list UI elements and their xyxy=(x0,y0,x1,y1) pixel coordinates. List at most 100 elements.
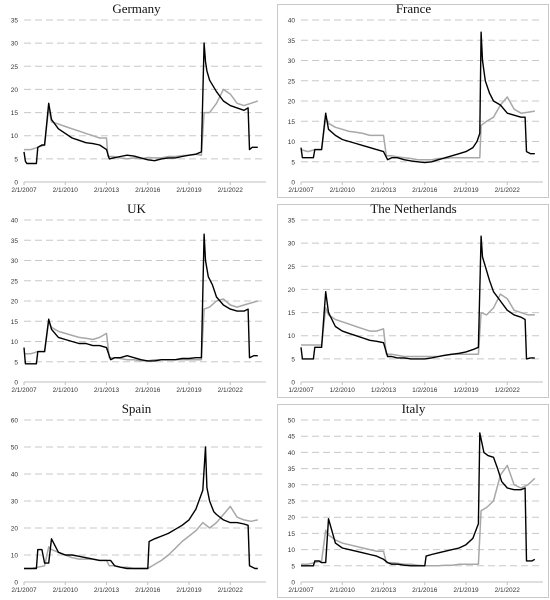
x-tick-label: 1/2/2010 xyxy=(330,387,356,394)
y-tick-label: 15 xyxy=(11,319,19,326)
series-line-grey xyxy=(300,96,535,161)
y-tick-label: 5 xyxy=(14,156,18,163)
chart-panel: UK 0 5 10 15 20 25 30 35 40 2/1/2007 2/1/2010 2/1/20… xyxy=(0,200,273,400)
x-tick-label: 2/1/2007 xyxy=(11,587,37,594)
series-line-grey xyxy=(24,505,258,570)
chart-title: Italy xyxy=(401,401,426,416)
x-tick-label: 2/1/2007 xyxy=(288,587,314,594)
x-tick-label: 2/1/2013 xyxy=(371,187,397,194)
y-tick-label: 5 xyxy=(14,359,18,366)
y-tick-label: 25 xyxy=(11,278,19,285)
x-tick-label: 2/1/2019 xyxy=(453,187,479,194)
y-tick-label: 5 xyxy=(291,159,295,166)
x-tick-label: 2/1/2019 xyxy=(453,587,479,594)
y-tick-label: 35 xyxy=(11,238,19,245)
y-tick-label: 5 xyxy=(291,563,295,570)
y-tick-label: 15 xyxy=(288,119,296,126)
chart-title: The Netherlands xyxy=(370,201,457,216)
chart-panel: Germany 0 5 10 15 20 25 30 35 2/1/2007 2/1/2010 2/1… xyxy=(0,0,273,200)
chart-svg: 0 5 10 15 20 25 30 35 40 45 50 2/1/2007 2/1/2010 2/1/… xyxy=(288,418,543,594)
x-tick-label: 2/1/2007 xyxy=(11,387,37,394)
chart-frame xyxy=(277,4,549,198)
x-tick-label: 2/1/2010 xyxy=(53,187,79,194)
chart-svg: 0 10 20 30 40 50 60 2/1/2007 2/1/2010 2/1/2013 2/1… xyxy=(11,418,266,594)
y-tick-label: 20 xyxy=(11,526,19,533)
x-tick-label: 2/1/2022 xyxy=(495,587,521,594)
series-line-black xyxy=(301,432,536,567)
chart-title: France xyxy=(395,1,432,16)
y-tick-label: 50 xyxy=(11,445,19,452)
x-tick-label: 2/1/2013 xyxy=(94,187,120,194)
x-tick-label: 2/1/2007 xyxy=(288,187,314,194)
chart-frame xyxy=(277,204,549,398)
y-tick-label: 10 xyxy=(288,547,296,554)
y-tick-label: 25 xyxy=(288,264,296,271)
y-tick-label: 30 xyxy=(288,241,296,248)
chart-title: Spain xyxy=(121,401,152,416)
y-tick-label: 35 xyxy=(11,18,19,25)
x-tick-label: 2/1/2013 xyxy=(94,387,120,394)
series-line-grey xyxy=(301,464,536,567)
chart-title: UK xyxy=(127,201,146,216)
x-tick-label: 2/1/2022 xyxy=(495,187,521,194)
y-tick-label: 30 xyxy=(288,58,296,65)
series-line-black xyxy=(300,235,535,360)
y-tick-label: 15 xyxy=(11,110,19,117)
chart-svg: 0 5 10 15 20 25 30 35 2/1/2007 2/1/2010 2/1/2013 2/… xyxy=(11,18,266,194)
chart-svg: 0 5 10 15 20 25 30 35 1/2/2007 1/2/2010 1/2/2013 1/… xyxy=(288,218,543,394)
x-tick-label: 2/1/2010 xyxy=(330,187,356,194)
y-tick-label: 40 xyxy=(288,18,296,25)
x-tick-label: 2/1/2016 xyxy=(412,587,438,594)
y-tick-label: 30 xyxy=(11,499,19,506)
y-tick-label: 30 xyxy=(288,482,296,489)
y-tick-label: 35 xyxy=(288,38,296,45)
chart-panel: The Netherlands 0 5 10 15 20 25 30 35 1/2/2007 1/2… xyxy=(277,200,550,400)
y-tick-label: 20 xyxy=(11,87,19,94)
x-tick-label: 2/1/2019 xyxy=(176,187,202,194)
y-tick-label: 10 xyxy=(11,339,19,346)
y-tick-label: 20 xyxy=(11,299,19,306)
y-tick-label: 0 xyxy=(14,180,18,187)
x-tick-label: 2/1/2010 xyxy=(53,587,79,594)
y-tick-label: 20 xyxy=(288,515,296,522)
x-tick-label: 2/1/2016 xyxy=(135,387,161,394)
y-tick-label: 15 xyxy=(288,310,296,317)
y-tick-label: 45 xyxy=(288,434,296,441)
y-tick-label: 0 xyxy=(14,580,18,587)
chart-frame xyxy=(277,404,549,598)
series-line-black xyxy=(23,42,258,165)
x-tick-label: 2/1/2022 xyxy=(218,587,244,594)
y-tick-label: 35 xyxy=(288,466,296,473)
x-tick-label: 1/2/2022 xyxy=(495,387,521,394)
x-tick-label: 2/1/2022 xyxy=(218,187,244,194)
y-tick-label: 35 xyxy=(288,218,296,225)
x-tick-label: 2/1/2013 xyxy=(371,587,397,594)
series-line-black xyxy=(23,233,258,365)
y-tick-label: 10 xyxy=(11,133,19,140)
y-tick-label: 60 xyxy=(11,418,19,425)
y-tick-label: 25 xyxy=(11,64,19,71)
y-tick-label: 10 xyxy=(11,553,19,560)
chart-panel: Spain 0 10 20 30 40 50 60 2/1/2007 2/1/2010 2/1/20… xyxy=(0,400,273,600)
x-tick-label: 2/1/2019 xyxy=(176,387,202,394)
series-line-grey xyxy=(301,293,535,358)
series-line-grey xyxy=(24,88,259,160)
x-tick-label: 1/2/2013 xyxy=(371,387,397,394)
x-tick-label: 2/1/2016 xyxy=(135,587,161,594)
x-tick-label: 2/1/2007 xyxy=(11,187,37,194)
chart-title: Germany xyxy=(112,1,161,16)
y-tick-label: 30 xyxy=(11,41,19,48)
x-tick-label: 1/2/2007 xyxy=(288,387,314,394)
y-tick-label: 40 xyxy=(288,450,296,457)
y-tick-label: 25 xyxy=(288,78,296,85)
x-tick-label: 1/2/2016 xyxy=(412,387,438,394)
y-tick-label: 0 xyxy=(291,380,295,387)
y-tick-label: 20 xyxy=(288,99,296,106)
x-tick-label: 1/2/2019 xyxy=(453,387,479,394)
x-tick-label: 2/1/2016 xyxy=(135,187,161,194)
y-tick-label: 15 xyxy=(288,531,296,538)
y-tick-label: 10 xyxy=(288,333,296,340)
y-tick-label: 20 xyxy=(288,287,296,294)
x-tick-label: 2/1/2016 xyxy=(412,187,438,194)
y-tick-label: 0 xyxy=(14,380,18,387)
